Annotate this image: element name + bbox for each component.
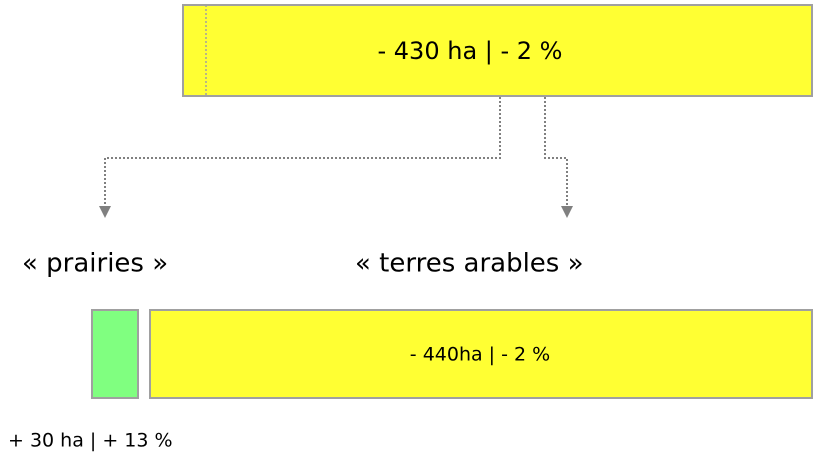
arables-box <box>149 309 813 399</box>
branch-label: « prairies » <box>22 249 168 279</box>
top-box <box>182 4 813 97</box>
branch-label: « terres arables » <box>355 249 584 279</box>
prairies-box <box>91 309 139 399</box>
top-label: - 430 ha | - 2 % <box>378 37 563 65</box>
prairies-change: + 30 ha | + 13 % <box>8 430 173 452</box>
arables-change: - 440ha | - 2 % <box>410 344 550 366</box>
connector <box>99 97 501 218</box>
connector <box>544 97 573 218</box>
